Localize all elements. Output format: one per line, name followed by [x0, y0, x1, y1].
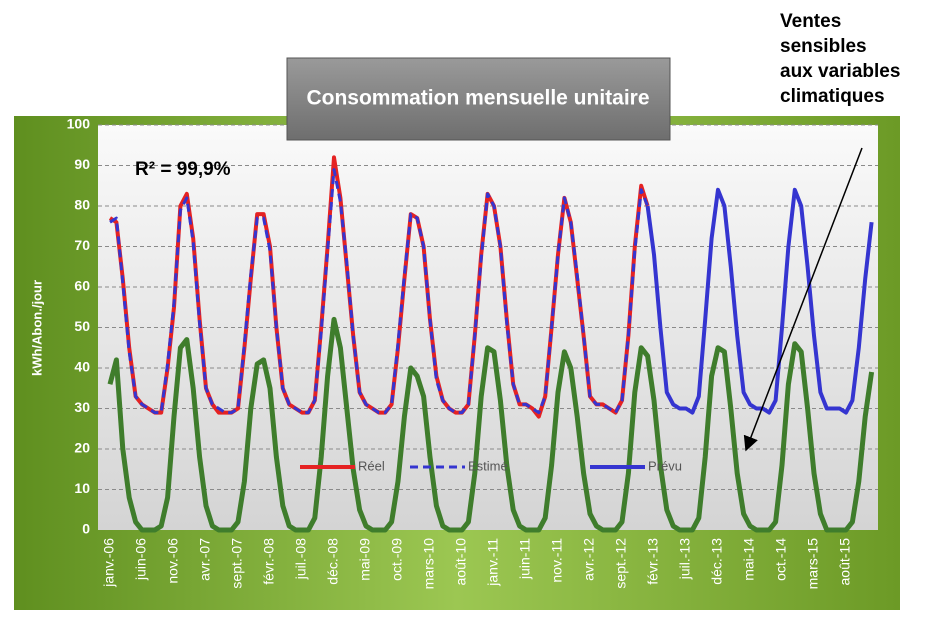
y-tick-label: 100 [67, 116, 91, 132]
x-tick-label: août-15 [837, 538, 853, 586]
x-tick-label: juil.-08 [293, 538, 309, 580]
layer: 0 10 20 30 40 50 60 70 80 90 100 janv.-06 juin-06 nov… [67, 116, 878, 590]
x-tick-label: juil.-13 [677, 538, 693, 580]
x-tick-label: sept.-12 [613, 538, 629, 589]
x-tick-label: nov.-06 [165, 538, 181, 584]
y-tick-label: 70 [74, 237, 90, 253]
series-line [109, 168, 649, 415]
x-tick-label: déc.-08 [325, 538, 341, 585]
chart-title: Consommation mensuelle unitaire [306, 87, 649, 110]
legend-label: Prévu [648, 458, 682, 473]
series-line [107, 316, 875, 533]
x-tick-label: févr.-13 [645, 538, 661, 585]
x-tick-label: nov.-11 [549, 538, 565, 583]
callout-text: Ventes [780, 11, 841, 32]
x-tick-label: janv.-06 [101, 538, 117, 588]
y-tick-label: 90 [74, 156, 90, 172]
y-tick-label: 80 [74, 197, 90, 213]
y-tick-label: 0 [82, 521, 90, 537]
y-tick-label: 30 [74, 399, 90, 415]
x-tick-label: août-10 [453, 538, 469, 586]
x-tick-label: avr.-12 [581, 538, 597, 581]
annotation: R² = 99,9% [135, 159, 231, 180]
callout-text: aux variables [780, 61, 900, 82]
legend-label: Réel [358, 458, 385, 473]
callout-arrow [743, 147, 863, 452]
y-axis-label: kWh/Abon./jour [29, 280, 44, 376]
x-tick-label: mars-15 [805, 538, 821, 590]
x-tick-label: juin-11 [517, 538, 533, 580]
y-tick-label: 20 [74, 440, 90, 456]
x-tick-label: sept.-07 [229, 538, 245, 589]
callout-text: sensibles [780, 36, 867, 57]
x-tick-label: juin-06 [133, 538, 149, 581]
legend-label: Estimé [468, 458, 508, 473]
x-tick-label: mars-10 [421, 538, 437, 590]
y-tick-label: 50 [74, 318, 90, 334]
x-tick-label: oct.-09 [389, 538, 405, 581]
x-tick-label: janv.-11 [485, 538, 501, 587]
x-tick-label: déc.-13 [709, 538, 725, 585]
callout-text: climatiques [780, 86, 885, 107]
y-tick-label: 10 [74, 480, 90, 496]
y-tick-label: 40 [74, 359, 90, 375]
y-tick-label: 60 [74, 278, 90, 294]
x-tick-label: oct.-14 [773, 538, 789, 581]
series-line [645, 187, 874, 415]
title-box [286, 57, 671, 141]
x-tick-label: mai-09 [357, 538, 373, 581]
x-tick-label: févr.-08 [261, 538, 277, 585]
x-tick-label: avr.-07 [197, 538, 213, 581]
x-tick-label: mai-14 [741, 538, 757, 581]
